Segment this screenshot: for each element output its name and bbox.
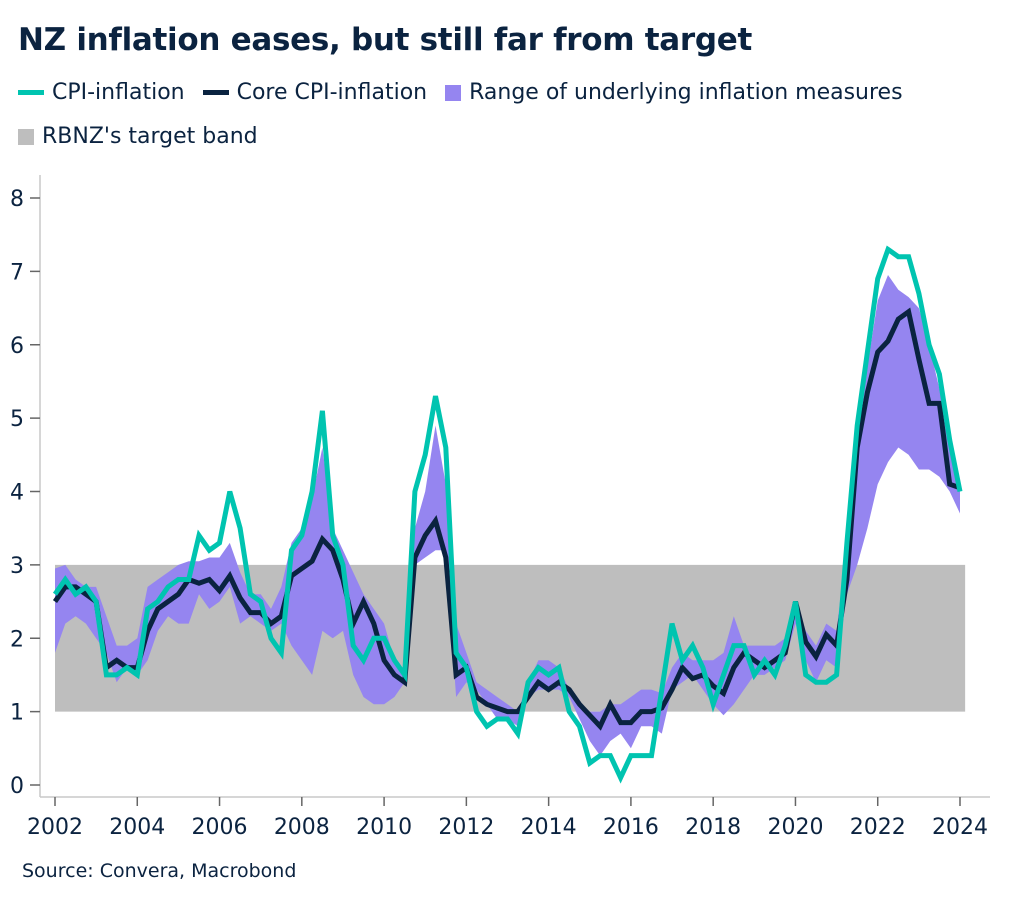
source-note: Source: Convera, Macrobond [22,860,297,882]
y-tick-label: 3 [10,554,24,579]
y-tick-label: 0 [10,774,24,799]
legend-item-range: Range of underlying inflation measures [445,80,903,105]
x-tick-label: 2016 [603,815,659,840]
range-area [55,275,960,756]
y-tick-label: 8 [10,187,24,212]
x-tick-label: 2022 [850,815,906,840]
y-tick-label: 4 [10,481,24,506]
legend-swatch-range [445,84,462,101]
x-tick-label: 2012 [438,815,494,840]
y-tick-label: 6 [10,334,24,359]
chart-title: NZ inflation eases, but still far from t… [18,22,753,58]
x-tick-label: 2002 [27,815,83,840]
y-tick-label: 7 [10,260,24,285]
legend-label-band: RBNZ's target band [42,124,258,149]
x-tick-label: 2006 [192,815,248,840]
legend-row-2: RBNZ's target band [18,124,266,149]
x-tick-label: 2024 [932,815,988,840]
legend-label-range: Range of underlying inflation measures [469,80,903,105]
x-tick-label: 2004 [109,815,165,840]
legend-item-cpi: CPI-inflation [18,80,185,105]
legend: CPI-inflation Core CPI-inflation Range o… [18,80,911,105]
core-cpi-line [52,307,961,731]
legend-item-band: RBNZ's target band [18,124,258,149]
y-tick-label: 5 [10,407,24,432]
x-tick-label: 2020 [767,815,823,840]
y-tick-label: 1 [10,701,24,726]
y-tick-label: 2 [10,627,24,652]
x-tick-label: 2010 [356,815,412,840]
legend-swatch-cpi [18,90,44,95]
x-tick-label: 2008 [274,815,330,840]
x-tick-label: 2014 [521,815,577,840]
x-tick-label: 2018 [685,815,741,840]
legend-label-core: Core CPI-inflation [236,80,428,105]
legend-swatch-core [202,90,229,95]
legend-item-core: Core CPI-inflation [202,80,428,105]
cpi-line [52,245,963,784]
legend-label-cpi: CPI-inflation [52,80,185,105]
legend-swatch-band [18,128,34,145]
